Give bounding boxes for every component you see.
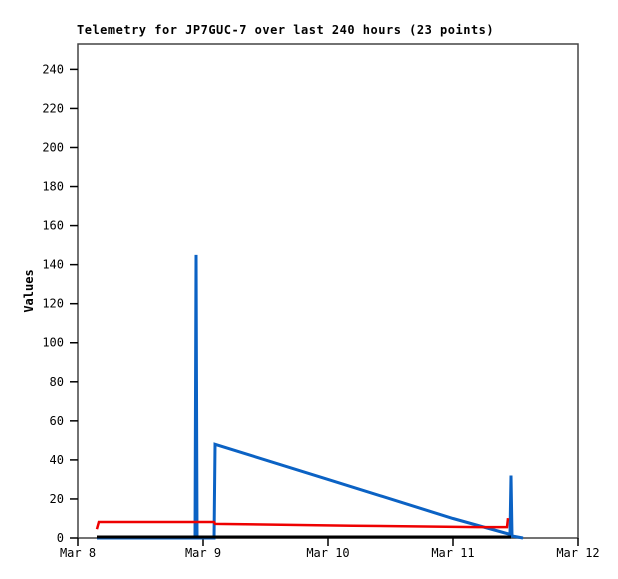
y-tick-label: 0 [57,531,64,545]
y-tick-label: 60 [50,414,64,428]
y-tick-label: 100 [42,336,64,350]
plot-frame [77,43,579,539]
y-tick-label: 140 [42,258,64,272]
x-tick-label: Mar 9 [185,546,221,560]
y-tick-label: 180 [42,180,64,194]
series-line-channel-blue [97,254,524,540]
y-tick-label: 20 [50,492,64,506]
x-tick-label: Mar 11 [431,546,474,560]
x-tick-label: Mar 10 [306,546,349,560]
y-tick-label: 220 [42,101,64,115]
y-tick-label: 80 [50,375,64,389]
y-tick-label: 120 [42,297,64,311]
chart-title: Telemetry for JP7GUC-7 over last 240 hou… [77,23,495,37]
x-tick-label: Mar 12 [556,546,599,560]
y-tick-label: 40 [50,453,64,467]
y-tick-label: 200 [42,140,64,154]
y-axis-label: Values [22,269,36,313]
y-tick-label: 160 [42,219,64,233]
x-tick-label: Mar 8 [60,546,96,560]
y-tick-label: 240 [42,62,64,76]
series-line-channel-red [95,517,510,530]
